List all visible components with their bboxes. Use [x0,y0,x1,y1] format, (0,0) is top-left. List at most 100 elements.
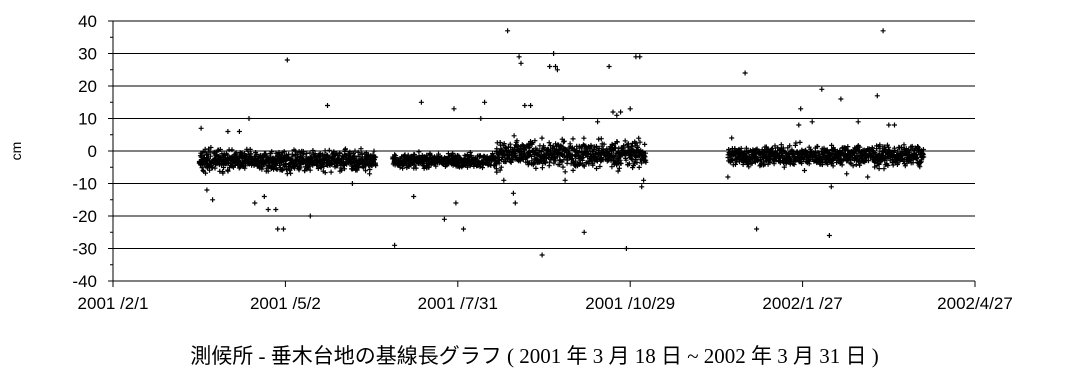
data-point [352,148,358,154]
outlier-point [522,103,528,108]
outlier-point [874,93,880,99]
data-point [343,146,348,152]
x-tick-label: 2002/1 /27 [762,294,842,313]
data-point [303,154,309,160]
outlier-point [855,119,861,125]
data-point [412,162,418,168]
outlier-point [606,64,612,69]
data-point [845,147,851,153]
outlier-point [623,246,629,251]
data-point [895,148,901,154]
outlier-point [826,233,832,238]
data-point [787,143,793,149]
y-tick-label: -30 [72,240,97,259]
outlier-point [828,184,834,190]
outlier-point [614,112,620,118]
data-point [643,157,649,163]
data-point [207,167,212,173]
outlier-point [505,28,511,34]
outlier-point [547,64,553,69]
outlier-point [512,200,518,206]
outlier-point [560,116,566,121]
data-point [815,144,821,150]
data-point [288,170,294,176]
data-point [239,150,245,156]
outlier-point [754,226,760,232]
data-point [307,150,313,156]
chart-caption: 測候所 - 垂木台地の基線長グラフ ( 2001 年 3 月 18 日 ~ 20… [190,344,879,368]
data-point [547,159,553,165]
data-point [494,169,500,175]
x-tick-label: 2002/4/27 [937,294,1013,313]
outlier-point [595,119,601,125]
data-point [570,136,576,142]
data-point [501,141,507,147]
outlier-point [610,109,616,115]
data-point [539,135,545,141]
outlier-point [451,106,457,112]
data-point [596,145,602,151]
outlier-point [518,60,524,66]
data-point [757,157,763,163]
data-point [367,171,373,177]
x-tick-label: 2001 /10/29 [585,294,675,313]
data-point [598,136,604,142]
outlier-point [865,174,871,180]
outlier-point [273,207,279,212]
outlier-point [796,122,802,128]
data-point [467,150,473,155]
data-point [853,162,859,168]
data-point [371,148,377,154]
outlier-point [562,177,568,183]
data-point [493,161,499,167]
data-point [373,163,379,169]
outlier-point [554,67,560,73]
outlier-point [411,194,417,199]
data-point [363,168,369,174]
outlier-point [551,51,557,56]
data-point [812,148,818,154]
x-axis-ticks: 2001 /2/1 2001 /5/2 2001 /7/31 2001 /10/29 2… [78,281,1013,313]
data-point [857,144,863,150]
outlier-point [880,28,886,34]
outlier-point [204,187,210,193]
y-tick-label: 20 [78,77,97,96]
data-point [290,153,296,159]
data-point [412,152,417,158]
outlier-point [581,229,587,235]
outlier-point [392,242,398,248]
data-point [610,148,616,154]
data-point [347,149,353,155]
outlier-point [516,54,522,60]
outlier-point [418,99,424,105]
data-point [533,165,539,171]
data-point [825,161,831,167]
outlier-point [281,226,286,232]
data-point [514,138,520,144]
outlier-point [627,106,633,112]
data-point [633,140,639,146]
outlier-point [892,122,897,128]
data-point [902,163,908,169]
data-point [532,138,538,144]
outlier-point [482,99,488,105]
data-point [527,144,533,150]
data-point [392,152,398,158]
outlier-point [275,226,281,232]
data-point [511,133,517,139]
data-point [772,143,778,149]
x-tick-label: 2001 /5/2 [250,294,321,313]
data-point [830,163,836,169]
data-point [208,145,214,150]
outlier-point [639,184,645,190]
data-point [787,154,793,160]
data-point [618,161,624,166]
outlier-point [307,213,313,219]
outlier-point [637,54,643,60]
data-point [569,156,575,162]
data-point [225,152,231,158]
data-point [213,152,219,158]
data-point [735,147,741,153]
data-point [581,163,587,169]
data-point [433,163,439,169]
